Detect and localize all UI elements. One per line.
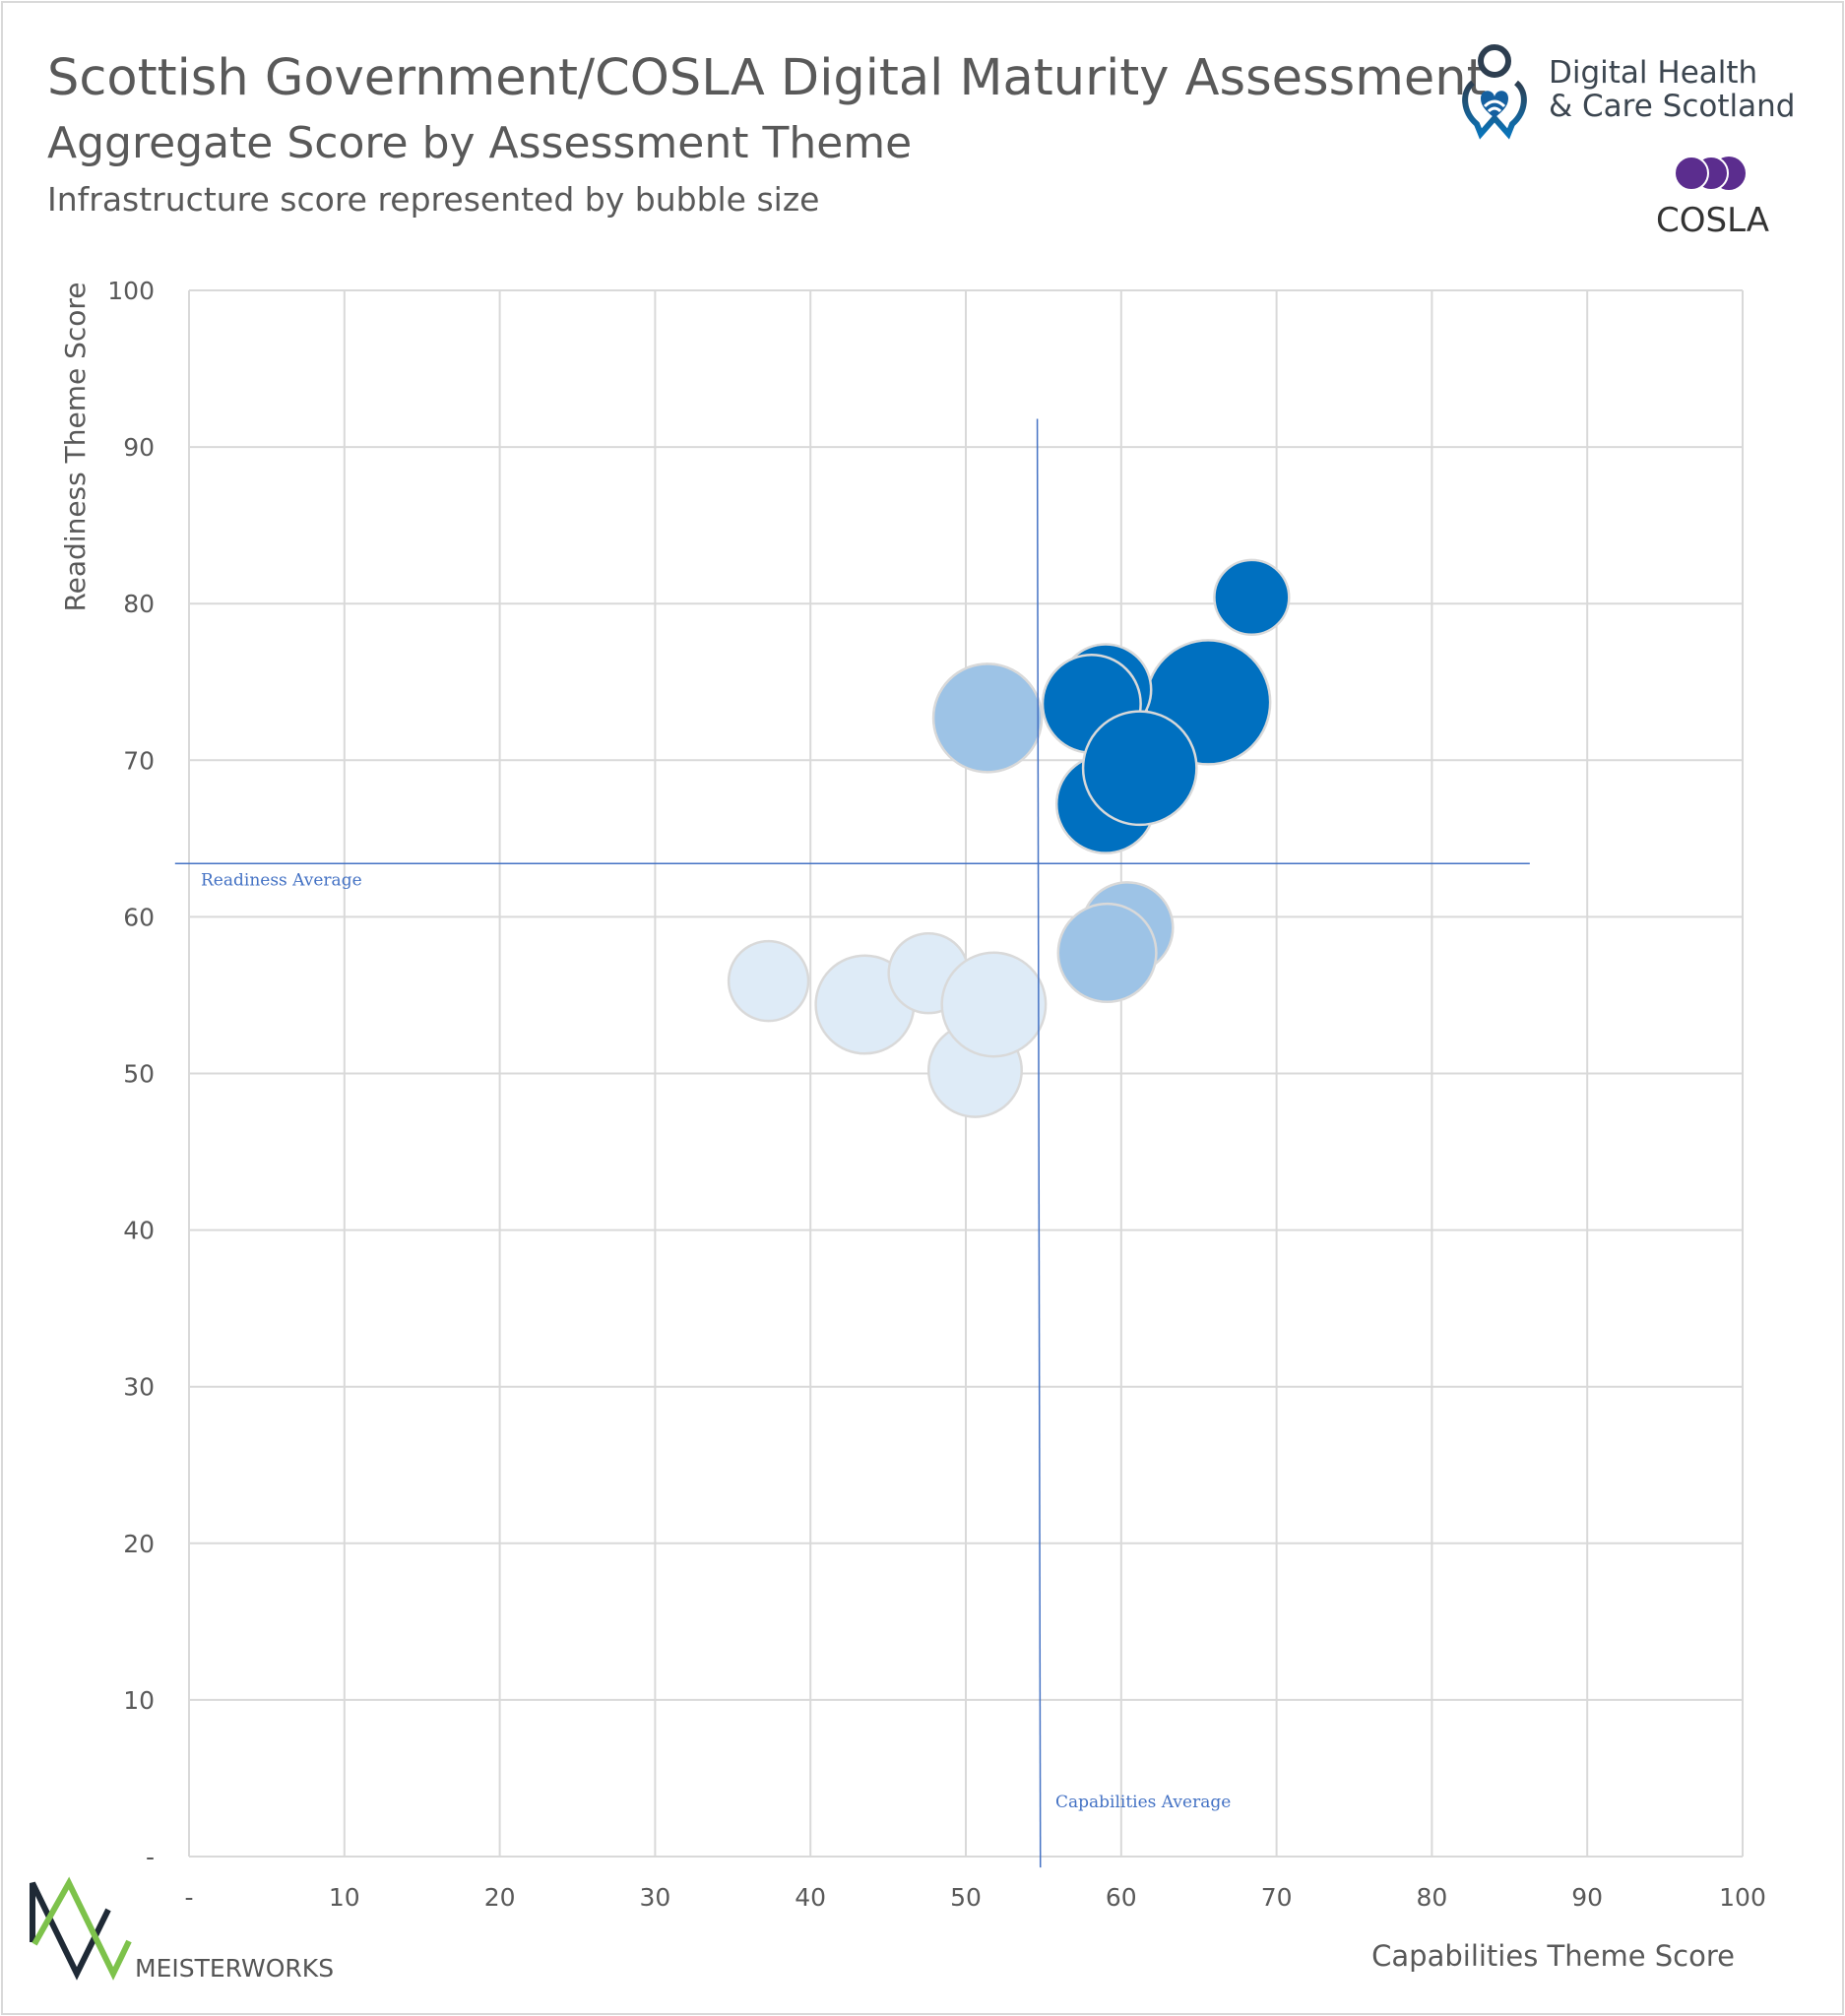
cosla-logo-text: COSLA bbox=[1656, 201, 1770, 240]
chart-note: Infrastructure score represented by bubb… bbox=[47, 180, 820, 219]
meisterworks-logo-icon bbox=[30, 1876, 132, 1981]
dhcs-logo-line2: & Care Scotland bbox=[1549, 89, 1796, 124]
meisterworks-logo-text: MEISTERWORKS bbox=[135, 1954, 335, 1983]
cosla-logo-icon bbox=[1674, 156, 1746, 191]
dhcs-logo-line1: Digital Health bbox=[1549, 55, 1758, 91]
chart-subtitle: Aggregate Score by Assessment Theme bbox=[47, 118, 913, 168]
dhcs-logo-icon bbox=[1462, 44, 1527, 140]
chart-title: Scottish Government/COSLA Digital Maturi… bbox=[47, 49, 1487, 107]
